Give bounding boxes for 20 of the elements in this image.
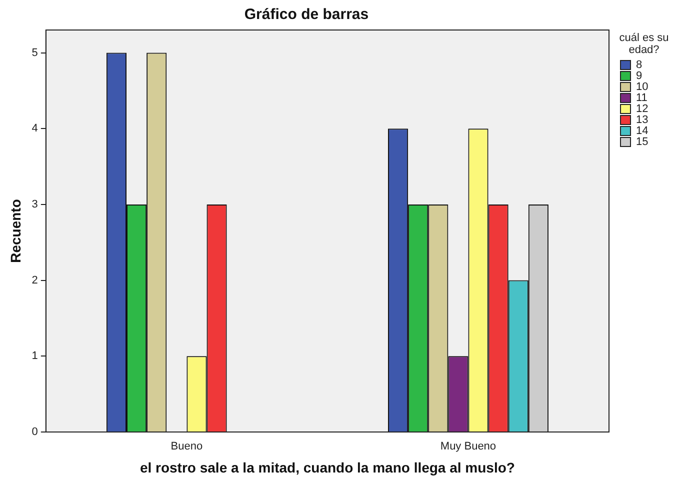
legend-label: 15 (636, 136, 648, 148)
y-tick-label: 2 (32, 274, 38, 286)
y-tick-label: 0 (32, 426, 38, 438)
legend-label: 9 (636, 70, 642, 82)
legend-title: cuál es su edad? (618, 32, 670, 56)
y-tick-label: 4 (32, 122, 38, 135)
y-axis-title: Recuento (7, 199, 24, 263)
chart-title: Gráfico de barras (244, 6, 369, 24)
legend-label: 10 (636, 80, 648, 92)
y-tick-label: 5 (32, 46, 38, 59)
legend-label: 11 (636, 92, 648, 104)
x-tick-label: Muy Bueno (440, 440, 496, 453)
y-tick-label: 1 (32, 350, 38, 362)
legend-label: 8 (636, 58, 642, 70)
legend-label: 12 (636, 102, 648, 114)
legend-label: 13 (636, 114, 648, 126)
legend-label: 14 (636, 124, 648, 136)
x-tick-label: Bueno (170, 440, 203, 453)
x-axis-title: el rostro sale a la mitad, cuando la mano llega al muslo? (140, 459, 515, 476)
y-tick-label: 3 (32, 198, 38, 210)
